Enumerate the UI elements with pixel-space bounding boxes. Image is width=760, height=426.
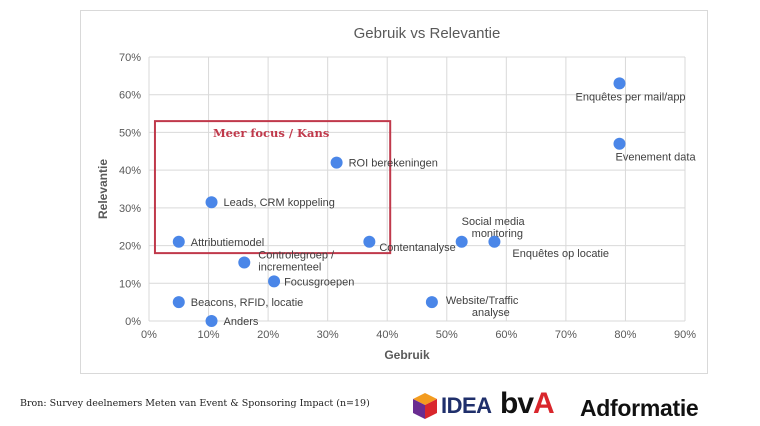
x-tick-label: 0%	[141, 329, 157, 341]
data-point	[172, 296, 185, 309]
y-tick-label: 20%	[119, 241, 141, 253]
data-point	[268, 275, 281, 288]
y-tick-label: 10%	[119, 278, 141, 290]
chart-frame: Gebruik vs Relevantie 0% 10% 20% 30% 40% 50% 60…	[80, 10, 708, 374]
y-tick-label: 0%	[125, 316, 141, 328]
data-point-label: Focusgroepen	[284, 276, 354, 288]
x-axis-title: Gebruik	[384, 348, 430, 362]
data-point-label: Controlegroep / incrementeel	[258, 250, 335, 274]
data-point-label: Anders	[224, 316, 259, 328]
y-tick-label: 40%	[119, 165, 141, 177]
x-tick-label: 50%	[436, 329, 458, 341]
data-point-label: Leads, CRM koppeling	[224, 197, 335, 209]
x-tick-label: 40%	[376, 329, 398, 341]
focus-box	[153, 120, 392, 255]
x-tick-label: 70%	[555, 329, 577, 341]
y-tick-label: 50%	[119, 127, 141, 139]
idea-logo: IDEA	[412, 389, 492, 423]
x-tick-label: 80%	[614, 329, 636, 341]
data-point-label: Evenement data	[615, 152, 696, 164]
data-point-label: Website/Traffic analyse	[446, 295, 519, 319]
adformatie-logo: Adformatie	[580, 391, 699, 425]
y-tick-label: 30%	[119, 203, 141, 215]
x-tick-label: 60%	[495, 329, 517, 341]
data-point-label: ROI berekeningen	[349, 158, 438, 170]
x-tick-label: 20%	[257, 329, 279, 341]
data-point-label: Attributiemodel	[191, 237, 264, 249]
y-tick-label: 70%	[119, 52, 141, 64]
data-point	[425, 296, 438, 309]
data-point	[330, 156, 343, 169]
y-axis-title: Relevantie	[96, 159, 110, 219]
chart-title: Gebruik vs Relevantie	[354, 25, 501, 42]
focus-box-label: Meer focus / Kans	[213, 126, 329, 140]
x-tick-label: 10%	[198, 329, 220, 341]
bva-logo: bvA	[500, 384, 555, 424]
data-point	[613, 77, 626, 90]
data-point	[363, 235, 376, 248]
data-point	[205, 196, 218, 209]
data-point	[488, 235, 501, 248]
data-point-label: Social media monitoring	[462, 216, 526, 240]
x-tick-label: 90%	[674, 329, 696, 341]
y-tick-label: 60%	[119, 90, 141, 102]
adformatie-logo-text: Adformatie	[580, 394, 699, 421]
data-point	[238, 256, 251, 269]
data-point	[172, 235, 185, 248]
data-point	[205, 315, 218, 327]
data-point-label: Enquêtes op locatie	[512, 248, 609, 260]
data-point	[455, 235, 468, 248]
idea-logo-text: IDEA	[441, 393, 492, 418]
data-point	[613, 137, 626, 150]
data-point-label: Beacons, RFID, locatie	[191, 297, 304, 309]
x-tick-label: 30%	[317, 329, 339, 341]
idea-cube-icon	[413, 393, 437, 419]
bva-logo-text: bv	[500, 387, 534, 420]
source-note: Bron: Survey deelnemers Meten van Event …	[20, 398, 370, 409]
data-point-label: Contentanalyse	[379, 242, 455, 254]
data-point-label: Enquêtes per mail/app	[575, 91, 685, 103]
bva-logo-accent: A	[533, 387, 555, 420]
scatter-chart: Gebruik vs Relevantie 0% 10% 20% 30% 40% 50% 60…	[96, 25, 696, 362]
